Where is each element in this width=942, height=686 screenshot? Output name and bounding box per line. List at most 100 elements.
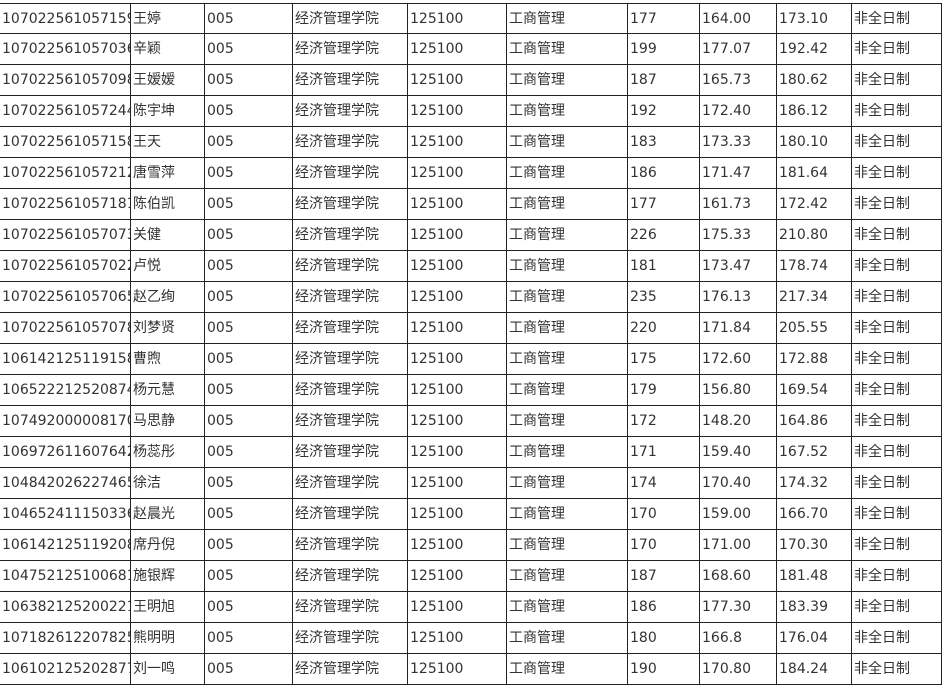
table-cell: 173.33	[700, 127, 777, 158]
table-cell: 工商管理	[507, 654, 628, 685]
table-cell: 非全日制	[852, 251, 942, 282]
table-cell: 107022561057244	[0, 96, 131, 127]
table-cell: 186.12	[777, 96, 852, 127]
table-cell: 181.48	[777, 561, 852, 592]
table-cell: 166.8	[700, 623, 777, 654]
table-cell: 125100	[408, 158, 507, 189]
table-cell: 168.60	[700, 561, 777, 592]
table-cell: 工商管理	[507, 623, 628, 654]
table-cell: 125100	[408, 189, 507, 220]
table-cell: 经济管理学院	[293, 158, 408, 189]
table-cell: 199	[628, 34, 700, 65]
table-cell: 赵晨光	[131, 499, 205, 530]
table-cell: 107022561057181	[0, 189, 131, 220]
table-cell: 经济管理学院	[293, 220, 408, 251]
table-cell: 005	[205, 406, 293, 437]
table-cell: 非全日制	[852, 530, 942, 561]
table-cell: 马思静	[131, 406, 205, 437]
table-cell: 工商管理	[507, 499, 628, 530]
table-cell: 经济管理学院	[293, 34, 408, 65]
table-cell: 熊明明	[131, 623, 205, 654]
table-cell: 非全日制	[852, 220, 942, 251]
table-cell: 106382125200221	[0, 592, 131, 623]
table-cell: 107182612207825	[0, 623, 131, 654]
table-cell: 180.10	[777, 127, 852, 158]
table-cell: 经济管理学院	[293, 251, 408, 282]
table-cell: 005	[205, 344, 293, 375]
table-cell: 171.00	[700, 530, 777, 561]
table-cell: 工商管理	[507, 561, 628, 592]
table-cell: 183.39	[777, 592, 852, 623]
table-cell: 非全日制	[852, 65, 942, 96]
table-cell: 175	[628, 344, 700, 375]
table-cell: 曹煦	[131, 344, 205, 375]
table-cell: 186	[628, 592, 700, 623]
table-cell: 005	[205, 437, 293, 468]
table-cell: 工商管理	[507, 34, 628, 65]
table-cell: 125100	[408, 654, 507, 685]
table-cell: 184.24	[777, 654, 852, 685]
table-cell: 226	[628, 220, 700, 251]
table-cell: 180.62	[777, 65, 852, 96]
table-cell: 159.00	[700, 499, 777, 530]
table-cell: 125100	[408, 406, 507, 437]
table-cell: 005	[205, 375, 293, 406]
table-cell: 177.07	[700, 34, 777, 65]
table-cell: 125100	[408, 530, 507, 561]
table-cell: 非全日制	[852, 3, 942, 34]
table-cell: 187	[628, 561, 700, 592]
table-cell: 经济管理学院	[293, 468, 408, 499]
table-cell: 172.88	[777, 344, 852, 375]
table-cell: 经济管理学院	[293, 654, 408, 685]
table-cell: 106972611607642	[0, 437, 131, 468]
table-cell: 107022561057065	[0, 282, 131, 313]
table-cell: 125100	[408, 437, 507, 468]
table-cell: 工商管理	[507, 65, 628, 96]
table-cell: 161.73	[700, 189, 777, 220]
table-cell: 176.04	[777, 623, 852, 654]
table-cell: 工商管理	[507, 530, 628, 561]
table-cell: 177.30	[700, 592, 777, 623]
table-cell: 经济管理学院	[293, 189, 408, 220]
table-cell: 王嫒嫒	[131, 65, 205, 96]
table-cell: 171.47	[700, 158, 777, 189]
table-cell: 经济管理学院	[293, 127, 408, 158]
table-cell: 005	[205, 282, 293, 313]
table-cell: 杨元慧	[131, 375, 205, 406]
table-cell: 005	[205, 34, 293, 65]
table-cell: 非全日制	[852, 313, 942, 344]
table-cell: 杨蕊彤	[131, 437, 205, 468]
table-cell: 176.13	[700, 282, 777, 313]
table-cell: 经济管理学院	[293, 65, 408, 96]
table-cell: 经济管理学院	[293, 623, 408, 654]
table-cell: 工商管理	[507, 406, 628, 437]
table-cell: 125100	[408, 251, 507, 282]
table-cell: 187	[628, 65, 700, 96]
table-cell: 125100	[408, 220, 507, 251]
table-cell: 工商管理	[507, 375, 628, 406]
table-cell: 005	[205, 468, 293, 499]
table-cell: 经济管理学院	[293, 3, 408, 34]
table-cell: 107022561057036	[0, 34, 131, 65]
table-cell: 005	[205, 96, 293, 127]
table-cell: 164.00	[700, 3, 777, 34]
table-cell: 164.86	[777, 406, 852, 437]
table-cell: 陈伯凯	[131, 189, 205, 220]
table-cell: 169.54	[777, 375, 852, 406]
table-cell: 210.80	[777, 220, 852, 251]
table-cell: 工商管理	[507, 127, 628, 158]
table-cell: 关健	[131, 220, 205, 251]
table-cell: 125100	[408, 375, 507, 406]
table-cell: 181.64	[777, 158, 852, 189]
table-cell: 005	[205, 251, 293, 282]
table-cell: 005	[205, 530, 293, 561]
table-cell: 172.40	[700, 96, 777, 127]
table-cell: 非全日制	[852, 158, 942, 189]
table-cell: 非全日制	[852, 96, 942, 127]
table-cell: 经济管理学院	[293, 561, 408, 592]
table-cell: 非全日制	[852, 344, 942, 375]
table-cell: 工商管理	[507, 3, 628, 34]
table-cell: 经济管理学院	[293, 530, 408, 561]
table-cell: 陈宇坤	[131, 96, 205, 127]
